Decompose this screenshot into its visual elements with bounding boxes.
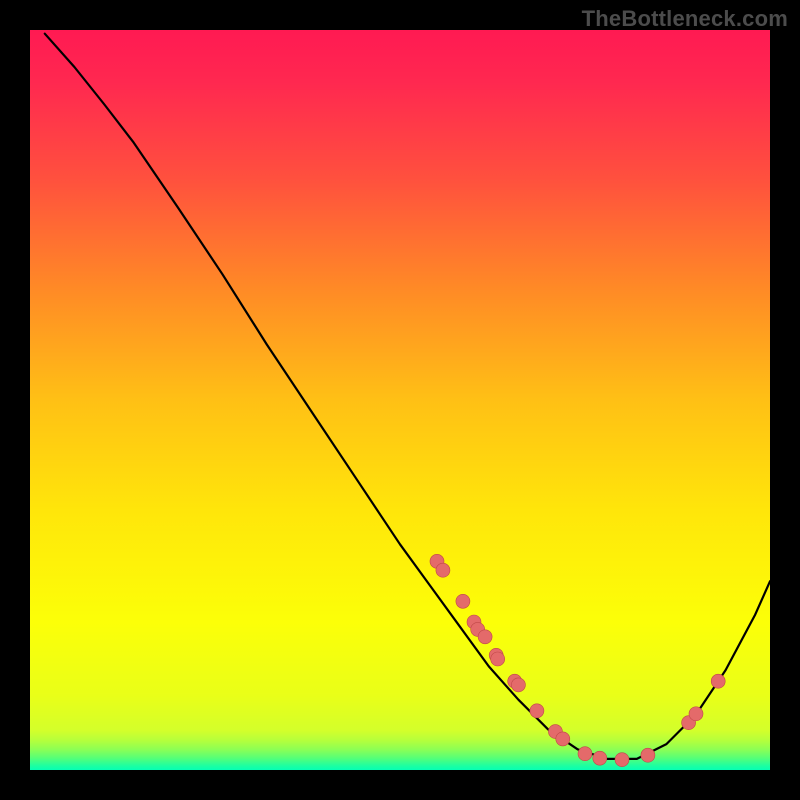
data-marker bbox=[491, 652, 505, 666]
data-marker bbox=[578, 747, 592, 761]
plot-area bbox=[30, 30, 770, 770]
data-marker bbox=[436, 563, 450, 577]
data-marker bbox=[689, 707, 703, 721]
watermark-text: TheBottleneck.com bbox=[582, 6, 788, 32]
data-marker bbox=[593, 751, 607, 765]
data-marker bbox=[456, 594, 470, 608]
data-marker bbox=[556, 732, 570, 746]
plot-svg bbox=[30, 30, 770, 770]
data-marker bbox=[641, 748, 655, 762]
chart-frame: TheBottleneck.com bbox=[0, 0, 800, 800]
chart-background bbox=[30, 30, 770, 770]
data-marker bbox=[511, 678, 525, 692]
data-marker bbox=[530, 704, 544, 718]
data-marker bbox=[615, 753, 629, 767]
data-marker bbox=[711, 674, 725, 688]
data-marker bbox=[478, 630, 492, 644]
